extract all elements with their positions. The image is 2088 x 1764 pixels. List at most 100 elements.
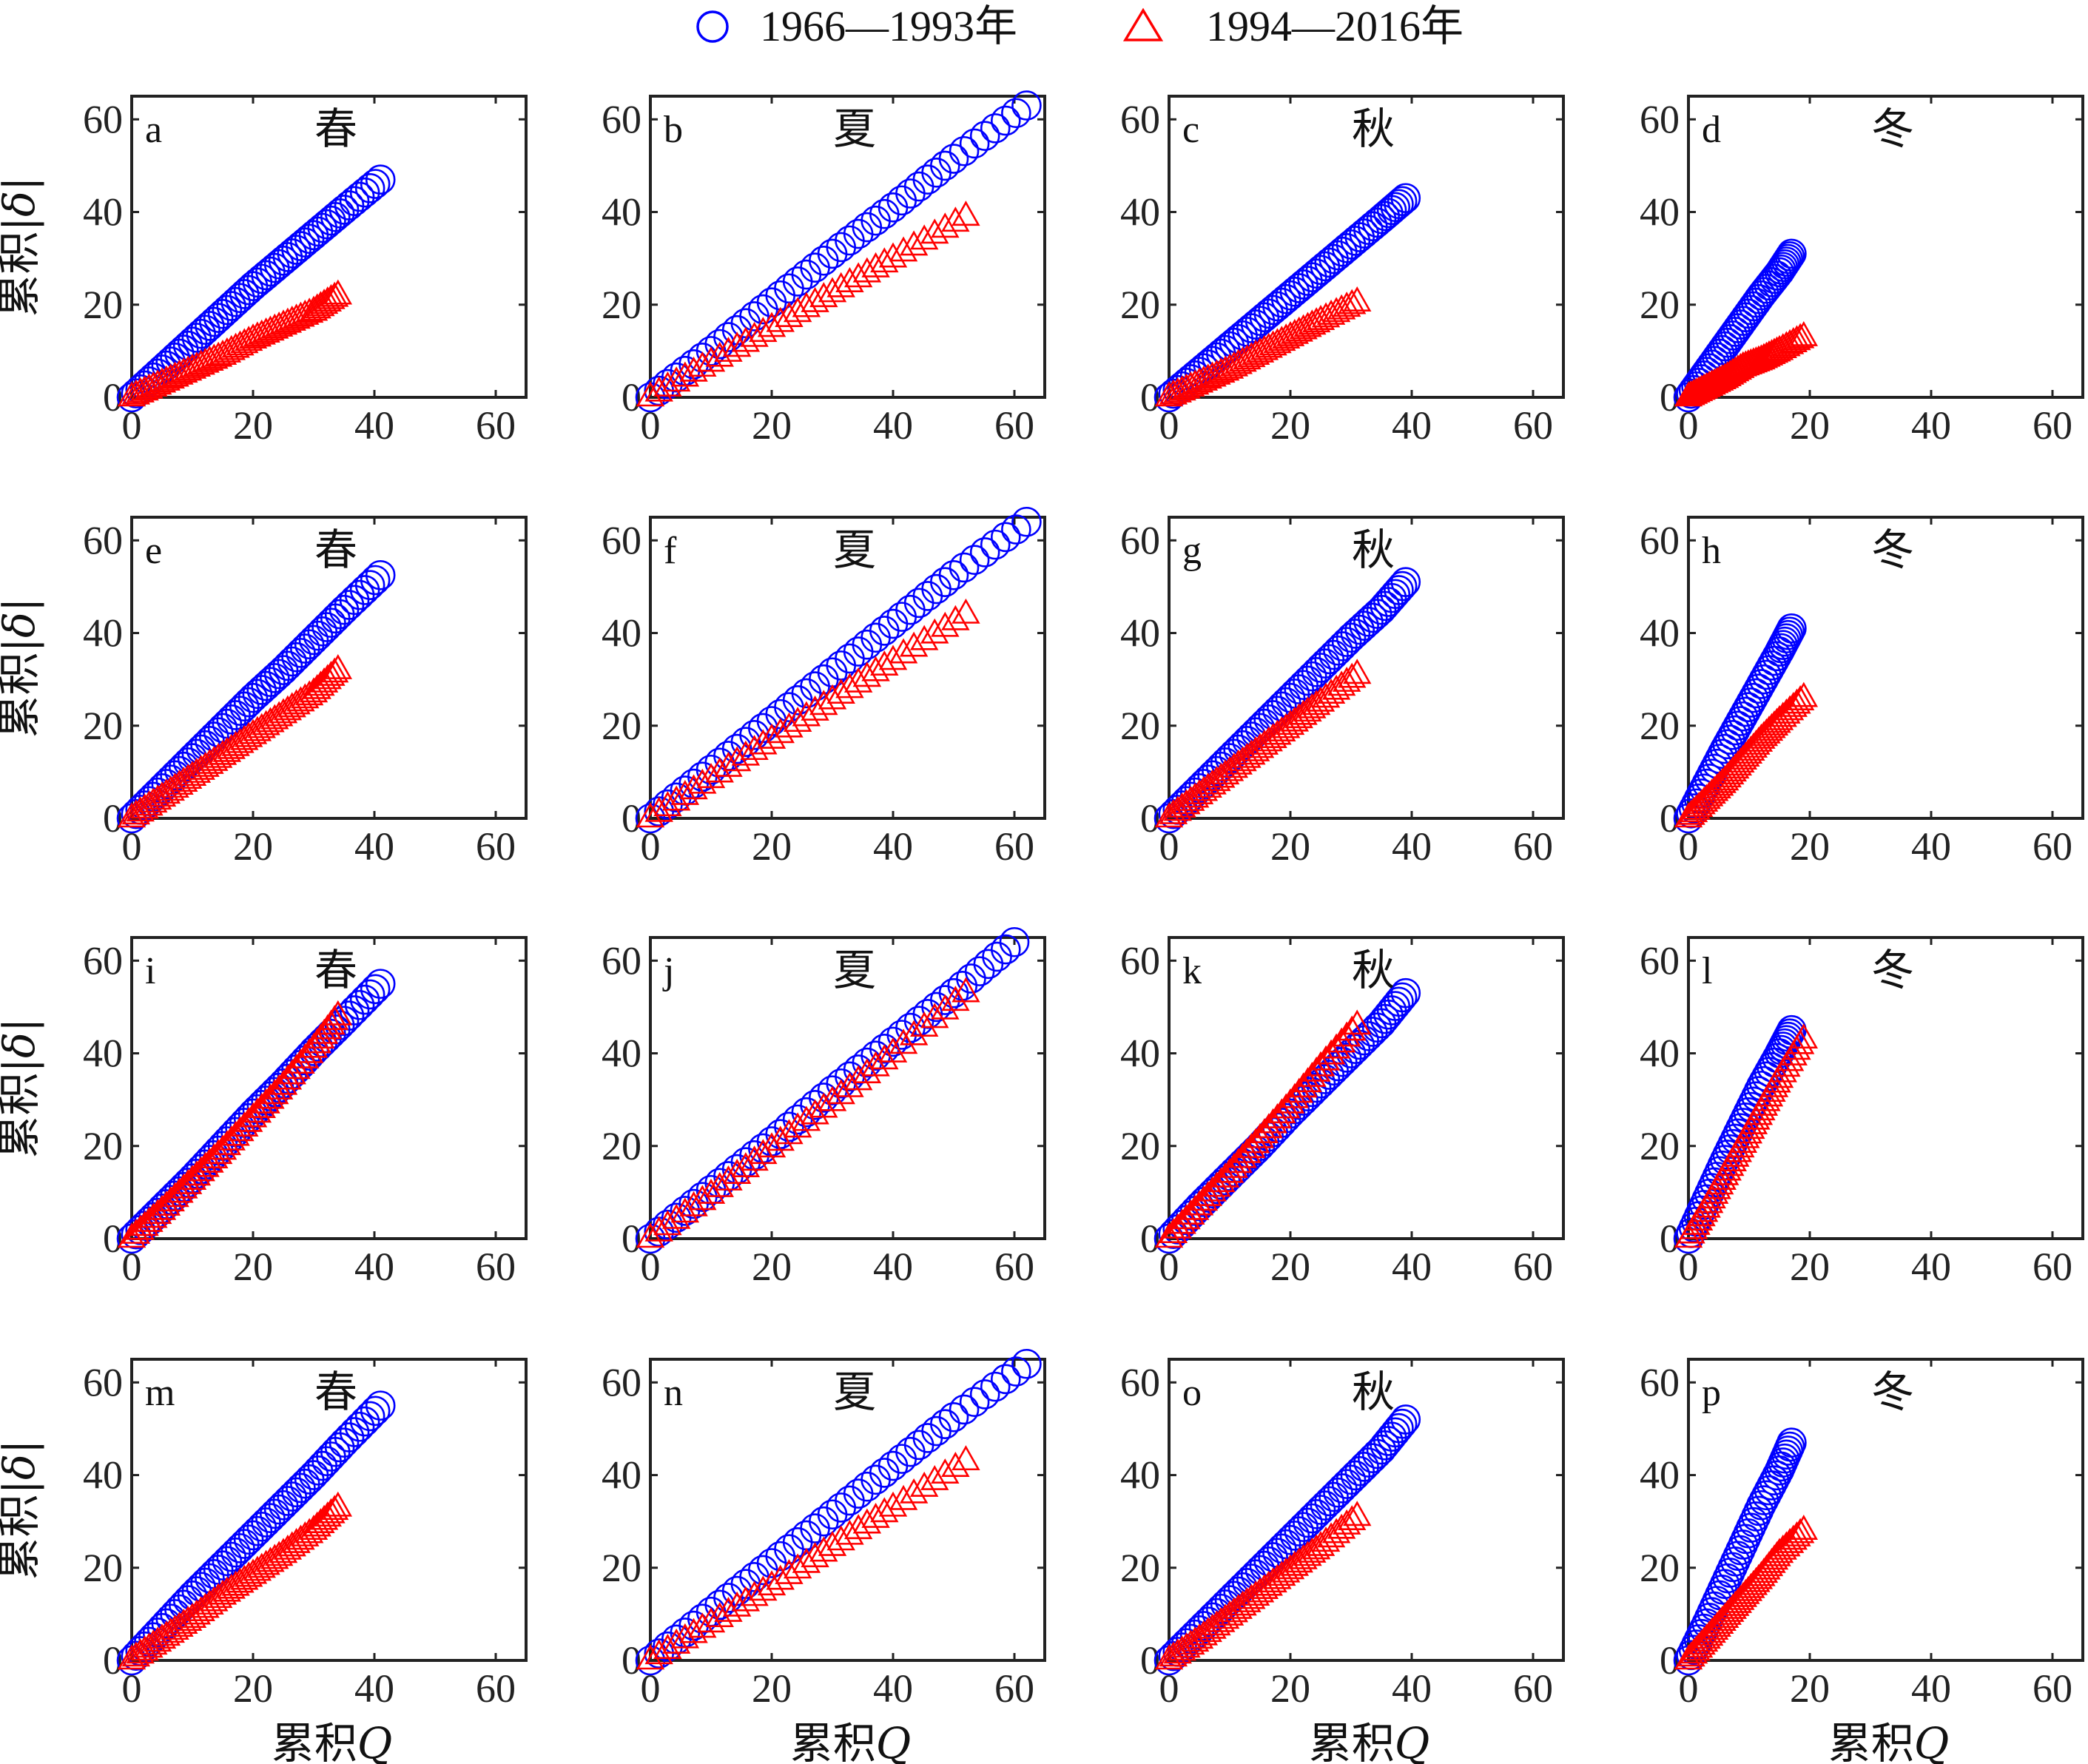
- y-tick-label: 0: [622, 1216, 641, 1261]
- data-point: [1168, 1208, 1196, 1234]
- y-tick-label: 0: [103, 1638, 123, 1683]
- data-point: [1207, 762, 1236, 788]
- data-point: [1245, 1122, 1275, 1148]
- data-point: [1344, 1455, 1375, 1487]
- x-axis-label-part: Q: [876, 1718, 912, 1764]
- data-point: [982, 941, 1012, 972]
- season-label: 夏: [833, 104, 876, 154]
- series-1994-2016: [1154, 659, 1372, 828]
- data-point: [311, 612, 342, 642]
- data-point: [1380, 579, 1411, 610]
- data-point: [272, 650, 303, 681]
- data-point: [264, 1074, 294, 1100]
- data-point: [1342, 1501, 1372, 1526]
- data-point: [899, 631, 929, 657]
- data-point: [1284, 1516, 1315, 1546]
- data-point: [1172, 1204, 1201, 1230]
- data-point: [173, 1606, 203, 1631]
- data-point: [878, 192, 909, 223]
- data-point: [259, 1498, 290, 1529]
- y-axis-label-part: |: [0, 1058, 44, 1073]
- data-point: [800, 252, 830, 283]
- data-point: [1233, 1137, 1262, 1163]
- data-point: [313, 1501, 342, 1527]
- y-tick-label: 60: [1640, 938, 1680, 983]
- data-point: [1319, 1481, 1349, 1512]
- data-point: [869, 198, 900, 229]
- panel-letter: j: [662, 950, 674, 992]
- data-point: [1772, 698, 1801, 724]
- data-point: [1353, 1447, 1384, 1478]
- data-point: [1340, 1460, 1371, 1491]
- data-point: [152, 1190, 181, 1216]
- data-point: [765, 698, 796, 730]
- data-point: [889, 1029, 918, 1054]
- data-point: [952, 598, 980, 624]
- data-point: [1342, 659, 1372, 684]
- data-point: [243, 1097, 272, 1123]
- data-point: [1259, 723, 1287, 748]
- data-point: [1193, 1617, 1222, 1643]
- data-point: [1387, 1408, 1418, 1439]
- data-point: [1782, 325, 1811, 351]
- data-point: [186, 1156, 215, 1182]
- data-point: [1720, 715, 1751, 746]
- data-point: [920, 1003, 949, 1029]
- y-tick-label: 40: [83, 611, 123, 656]
- data-point: [852, 629, 883, 660]
- data-point: [1172, 1632, 1201, 1658]
- data-point: [921, 158, 952, 188]
- x-tick-label: 20: [1270, 403, 1310, 448]
- y-tick-label: 20: [83, 1124, 123, 1168]
- data-point: [207, 1550, 238, 1580]
- y-tick-label: 0: [1660, 796, 1680, 841]
- data-point: [165, 1612, 194, 1637]
- data-point: [938, 144, 969, 174]
- data-point: [1259, 1567, 1287, 1593]
- data-point: [225, 1533, 255, 1563]
- data-point: [653, 1210, 682, 1236]
- data-point: [360, 565, 391, 596]
- y-tick-label: 60: [83, 97, 123, 141]
- y-axis-label: 累积|δ|: [0, 176, 44, 317]
- data-point: [1311, 1526, 1341, 1552]
- y-tick-label: 20: [83, 1546, 123, 1590]
- x-tick-label: 20: [1270, 1245, 1310, 1289]
- data-point: [679, 1191, 708, 1216]
- data-point: [818, 1085, 847, 1111]
- data-point: [365, 164, 396, 195]
- data-point: [959, 128, 990, 159]
- data-point: [251, 1507, 281, 1538]
- data-point: [303, 673, 331, 699]
- data-point: [826, 232, 857, 263]
- data-point: [929, 1409, 960, 1439]
- data-point: [354, 173, 385, 203]
- data-point: [1390, 567, 1421, 597]
- data-point: [291, 683, 320, 709]
- data-point: [298, 625, 329, 656]
- data-point: [147, 1194, 177, 1220]
- y-tick-label: 60: [83, 518, 123, 562]
- data-point: [1284, 703, 1313, 729]
- data-point: [909, 1471, 939, 1497]
- data-point: [156, 1186, 185, 1212]
- data-point: [216, 1541, 247, 1572]
- data-point: [1219, 1152, 1249, 1178]
- data-point: [1254, 1113, 1283, 1139]
- data-point: [1314, 644, 1345, 675]
- panel-letter: l: [1702, 950, 1712, 992]
- data-point: [980, 113, 1011, 144]
- y-tick-label: 60: [602, 518, 641, 562]
- data-point: [1357, 1017, 1388, 1047]
- data-point: [980, 529, 1011, 560]
- plot-frame: [1687, 1358, 2084, 1662]
- data-point: [264, 1541, 294, 1566]
- data-point: [941, 206, 970, 232]
- data-point: [203, 1139, 233, 1165]
- data-point: [817, 1075, 848, 1105]
- y-tick-label: 60: [602, 97, 641, 141]
